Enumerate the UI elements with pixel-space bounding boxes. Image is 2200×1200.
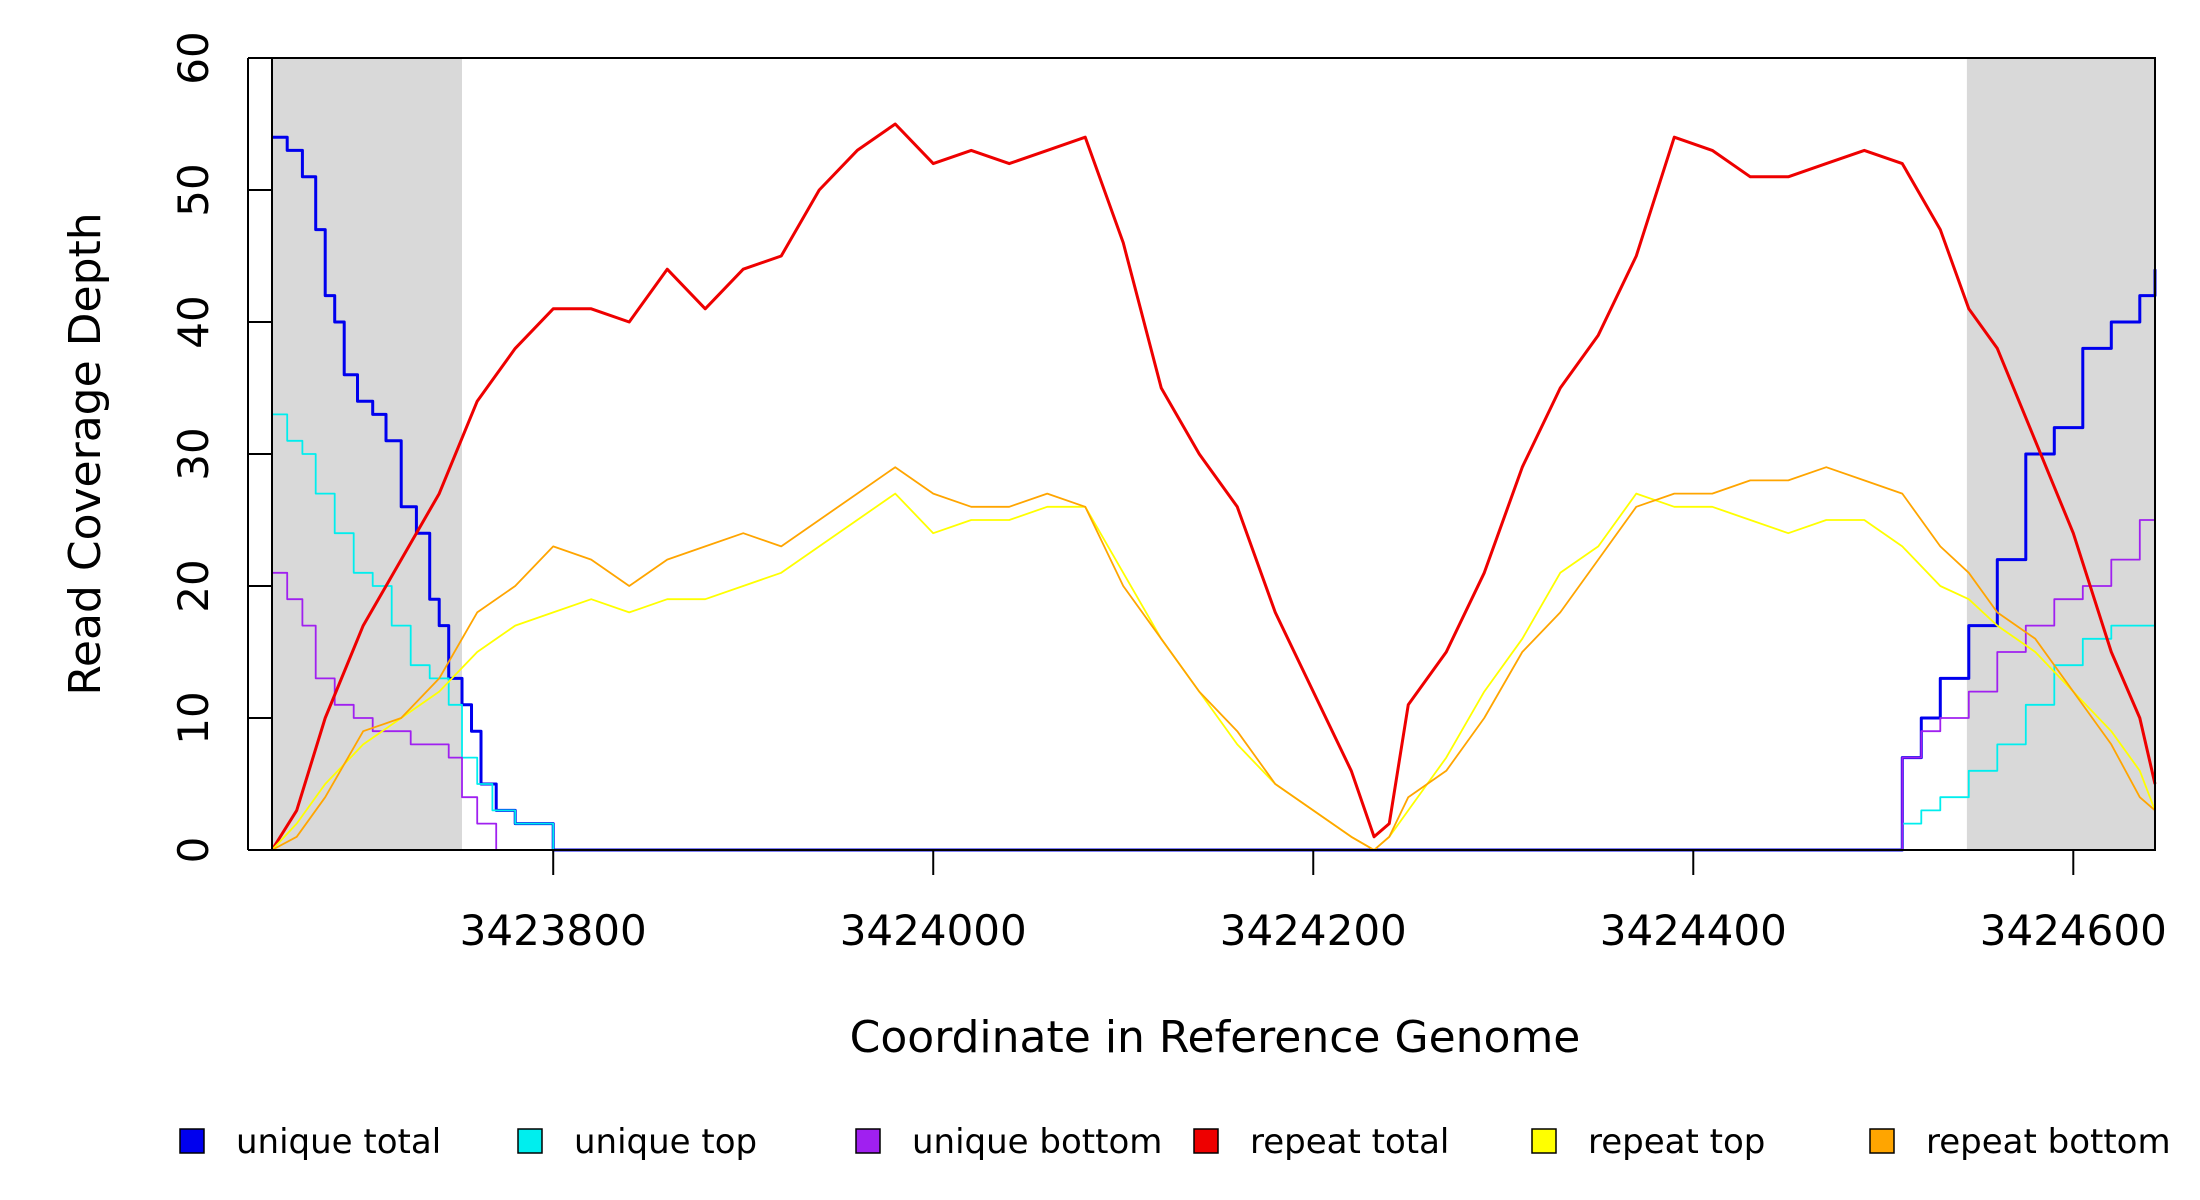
plot-frame	[271, 57, 2156, 851]
y-tick-label: 0	[169, 837, 218, 864]
series-lines	[270, 122, 2157, 852]
y-tick-label: 30	[169, 427, 218, 480]
shaded-regions	[272, 58, 2155, 850]
legend-swatch	[1869, 1128, 1895, 1154]
legend-label: unique total	[236, 1122, 441, 1162]
y-tick-label: 50	[169, 163, 218, 216]
x-axis: 3423800 3424000 3424200 3424400 3424600	[460, 849, 2167, 955]
series-line-repeat-top	[271, 492, 2156, 851]
legend-swatch	[1193, 1128, 1219, 1154]
series-line-unique-total	[272, 135, 2157, 852]
x-tick-label: 3424000	[840, 906, 1027, 955]
x-tick-label: 3424400	[1600, 906, 1787, 955]
series-line-repeat-total	[270, 122, 2157, 851]
legend-label: repeat bottom	[1926, 1122, 2171, 1162]
x-tick-label: 3423800	[460, 906, 647, 955]
legend-label: repeat total	[1250, 1122, 1449, 1162]
y-axis: 0 10 20 30 40 50 60	[169, 31, 272, 863]
legend-item: unique bottom	[855, 1122, 1162, 1162]
legend-swatch	[179, 1128, 205, 1154]
legend-item: repeat total	[1193, 1122, 1449, 1162]
shaded-region	[272, 58, 463, 850]
legend-label: repeat top	[1588, 1122, 1765, 1162]
legend-swatch	[517, 1128, 543, 1154]
legend-label: unique bottom	[912, 1122, 1162, 1162]
legend-swatch	[855, 1128, 881, 1154]
legend: unique total unique top unique bottom repea…	[179, 1122, 2171, 1162]
legend-swatch	[1531, 1128, 1557, 1154]
x-tick-label: 3424600	[1980, 906, 2167, 955]
shaded-region	[1966, 58, 2155, 850]
y-tick-label: 20	[169, 559, 218, 612]
y-tick-label: 60	[169, 31, 218, 84]
legend-item: repeat bottom	[1869, 1122, 2171, 1162]
x-axis-title: Coordinate in Reference Genome	[850, 1012, 1581, 1063]
y-tick-label: 10	[169, 691, 218, 744]
x-tick-label: 3424200	[1220, 906, 1407, 955]
y-tick-label: 40	[169, 295, 218, 348]
legend-item: unique top	[517, 1122, 757, 1162]
legend-label: unique top	[574, 1122, 757, 1162]
y-axis-title: Read Coverage Depth	[60, 212, 111, 695]
series-line-repeat-bottom	[271, 466, 2156, 851]
legend-item: unique total	[179, 1122, 441, 1162]
series-line-unique-top	[272, 413, 2156, 851]
legend-item: repeat top	[1531, 1122, 1765, 1162]
series-line-unique-bottom	[272, 519, 2155, 851]
